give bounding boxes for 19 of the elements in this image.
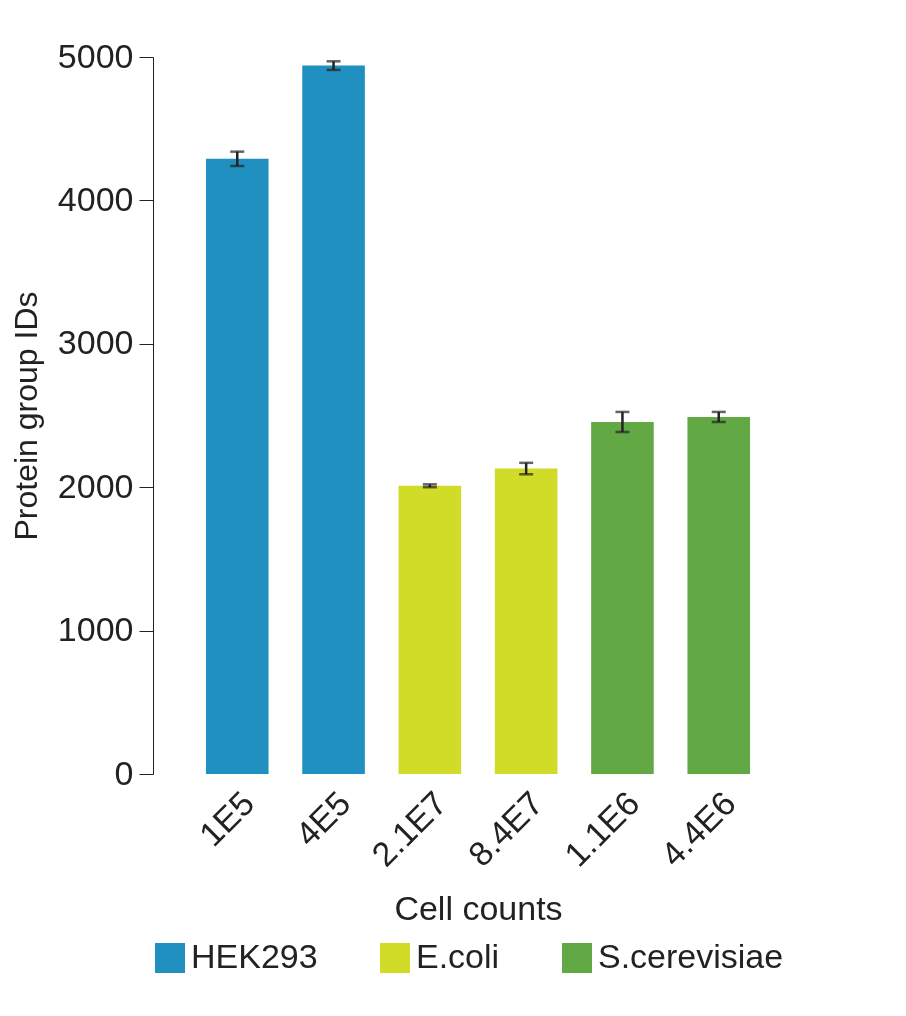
bar bbox=[205, 158, 269, 774]
y-axis-title: Protein group IDs bbox=[7, 291, 44, 541]
y-tick-label: 5000 bbox=[57, 36, 134, 75]
x-tick-label: 1E5 bbox=[191, 783, 262, 854]
y-tick-label: 1000 bbox=[57, 610, 134, 649]
bar bbox=[494, 468, 558, 774]
y-tick-label: 0 bbox=[114, 753, 134, 792]
legend-label: S.cerevisiae bbox=[598, 937, 784, 975]
legend-label: E.coli bbox=[416, 937, 500, 975]
x-axis-title: Cell counts bbox=[394, 889, 563, 928]
bar bbox=[687, 416, 751, 774]
y-tick-label: 3000 bbox=[57, 323, 134, 362]
bar bbox=[591, 421, 654, 774]
x-tick-label: 4E5 bbox=[287, 783, 358, 854]
y-tick-label: 2000 bbox=[57, 466, 134, 505]
legend-label: HEK293 bbox=[191, 937, 318, 975]
y-tick-label: 4000 bbox=[57, 179, 134, 218]
bar bbox=[398, 485, 462, 774]
bar bbox=[302, 65, 365, 774]
